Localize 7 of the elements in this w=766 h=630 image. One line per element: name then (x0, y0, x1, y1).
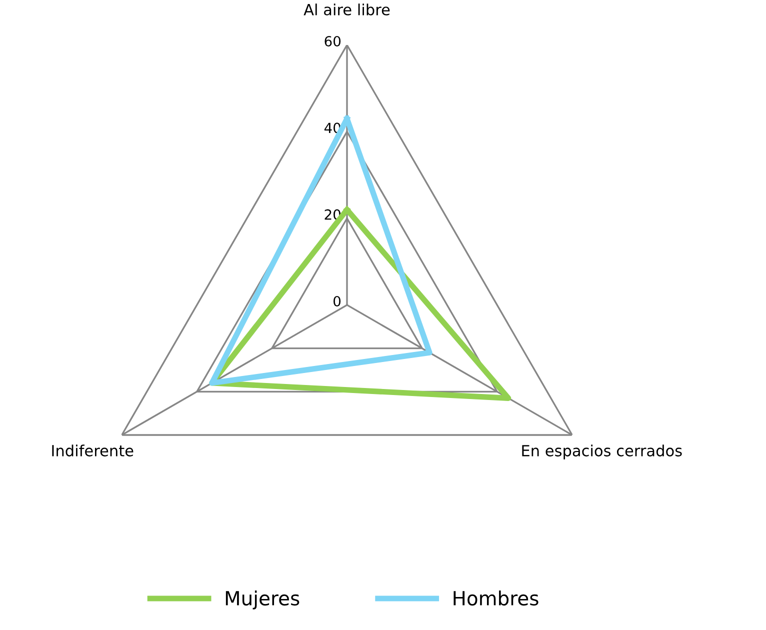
legend-label: Mujeres (226, 590, 300, 610)
legend-label: Hombres (454, 590, 538, 606)
spoke-label: Indiferente (52, 444, 134, 456)
spoke-label: Al aire libre (304, 4, 390, 16)
spoke-label: En espacios cerrados (522, 444, 682, 460)
y-tick-label: 60 (324, 36, 341, 46)
y-tick-label: 0 (334, 296, 341, 306)
